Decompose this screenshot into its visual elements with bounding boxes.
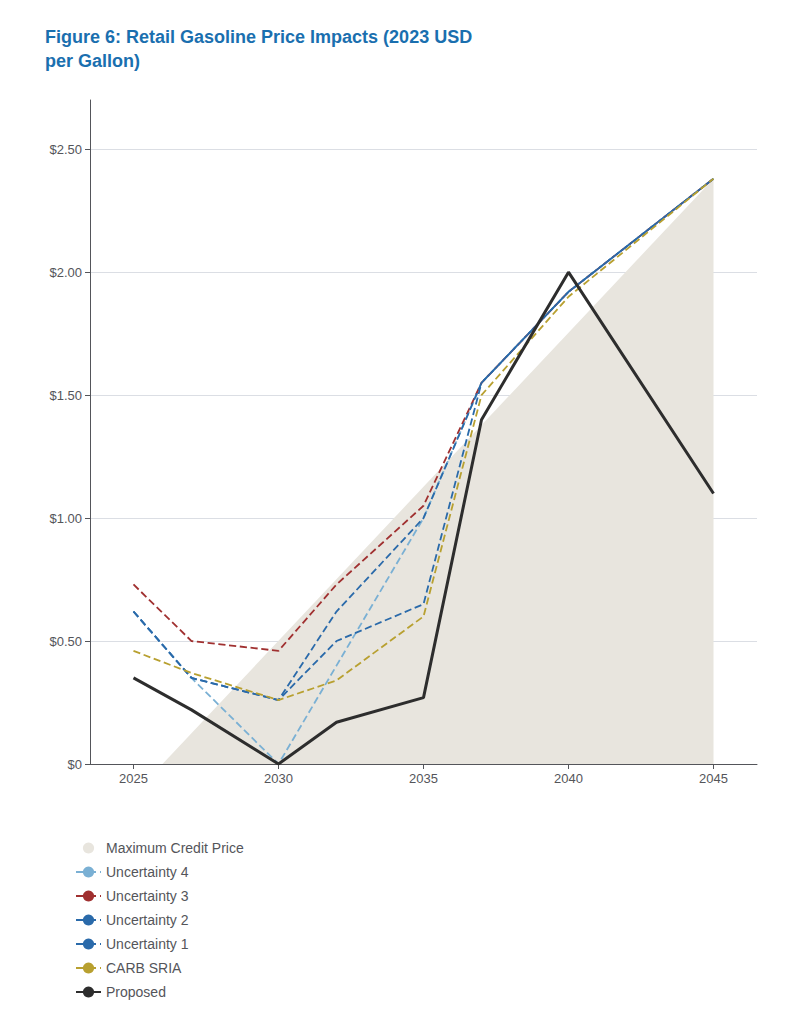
svg-text:$1.00: $1.00 [49,511,82,526]
svg-text:Proposed: Proposed [106,984,166,1000]
svg-text:Uncertainty 4: Uncertainty 4 [106,864,189,880]
svg-text:$1.50: $1.50 [49,388,82,403]
svg-text:2025: 2025 [119,771,148,786]
svg-text:Uncertainty 3: Uncertainty 3 [106,888,189,904]
svg-text:2035: 2035 [409,771,438,786]
svg-text:2040: 2040 [554,771,583,786]
svg-text:Figure 6: Retail Gasoline Pric: Figure 6: Retail Gasoline Price Impacts … [45,27,472,47]
svg-text:$0: $0 [68,757,82,772]
svg-text:$2.50: $2.50 [49,142,82,157]
svg-text:2030: 2030 [264,771,293,786]
svg-text:Uncertainty 2: Uncertainty 2 [106,912,189,928]
svg-text:2045: 2045 [699,771,728,786]
svg-text:$2.00: $2.00 [49,265,82,280]
svg-text:Maximum Credit Price: Maximum Credit Price [106,840,244,856]
svg-text:$0.50: $0.50 [49,634,82,649]
svg-text:CARB SRIA: CARB SRIA [106,960,182,976]
svg-text:per Gallon): per Gallon) [45,51,140,71]
svg-text:Uncertainty 1: Uncertainty 1 [106,936,189,952]
